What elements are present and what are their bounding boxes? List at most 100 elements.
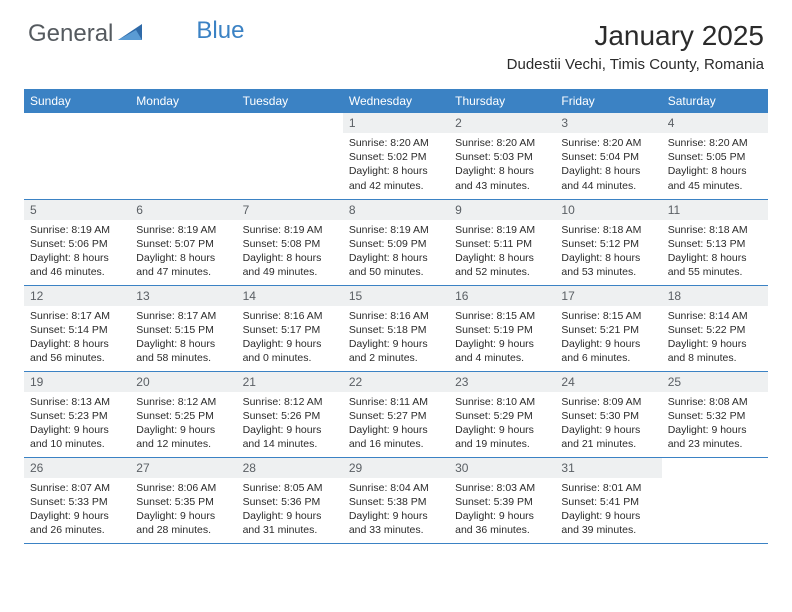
calendar-cell: 13Sunrise: 8:17 AMSunset: 5:15 PMDayligh…	[130, 285, 236, 371]
calendar-cell: 9Sunrise: 8:19 AMSunset: 5:11 PMDaylight…	[449, 199, 555, 285]
day-number: 14	[237, 286, 343, 306]
day-number: 15	[343, 286, 449, 306]
calendar-cell: 24Sunrise: 8:09 AMSunset: 5:30 PMDayligh…	[555, 371, 661, 457]
weekday-thursday: Thursday	[449, 89, 555, 113]
day-detail-line: Sunrise: 8:17 AM	[136, 309, 230, 323]
day-number: 23	[449, 372, 555, 392]
day-detail-line: Daylight: 9 hours	[455, 337, 549, 351]
day-detail-line: Sunrise: 8:10 AM	[455, 395, 549, 409]
day-number: 19	[24, 372, 130, 392]
day-details: Sunrise: 8:04 AMSunset: 5:38 PMDaylight:…	[343, 478, 449, 542]
day-detail-line: and 55 minutes.	[668, 265, 762, 279]
calendar-table: Sunday Monday Tuesday Wednesday Thursday…	[24, 89, 768, 544]
calendar-body: 1Sunrise: 8:20 AMSunset: 5:02 PMDaylight…	[24, 113, 768, 543]
calendar-cell: 15Sunrise: 8:16 AMSunset: 5:18 PMDayligh…	[343, 285, 449, 371]
day-details: Sunrise: 8:20 AMSunset: 5:02 PMDaylight:…	[343, 133, 449, 197]
calendar-cell: 4Sunrise: 8:20 AMSunset: 5:05 PMDaylight…	[662, 113, 768, 199]
day-detail-line: Daylight: 9 hours	[30, 509, 124, 523]
day-detail-line: Sunset: 5:17 PM	[243, 323, 337, 337]
day-detail-line: Sunrise: 8:18 AM	[668, 223, 762, 237]
day-detail-line: and 39 minutes.	[561, 523, 655, 537]
day-detail-line: Sunrise: 8:07 AM	[30, 481, 124, 495]
day-detail-line: Sunset: 5:02 PM	[349, 150, 443, 164]
day-detail-line: Daylight: 9 hours	[136, 509, 230, 523]
day-detail-line: Sunrise: 8:15 AM	[455, 309, 549, 323]
day-number: 30	[449, 458, 555, 478]
day-detail-line: Daylight: 9 hours	[561, 337, 655, 351]
day-detail-line: Sunrise: 8:19 AM	[455, 223, 549, 237]
day-detail-line: and 43 minutes.	[455, 179, 549, 193]
day-detail-line: Sunset: 5:03 PM	[455, 150, 549, 164]
day-detail-line: and 6 minutes.	[561, 351, 655, 365]
day-detail-line: Sunset: 5:05 PM	[668, 150, 762, 164]
day-detail-line: Daylight: 8 hours	[668, 164, 762, 178]
calendar-cell: 18Sunrise: 8:14 AMSunset: 5:22 PMDayligh…	[662, 285, 768, 371]
day-number: 20	[130, 372, 236, 392]
day-detail-line: Daylight: 9 hours	[243, 337, 337, 351]
day-detail-line: Daylight: 8 hours	[349, 251, 443, 265]
day-details: Sunrise: 8:13 AMSunset: 5:23 PMDaylight:…	[24, 392, 130, 456]
day-detail-line: Sunset: 5:25 PM	[136, 409, 230, 423]
day-detail-line: Sunrise: 8:01 AM	[561, 481, 655, 495]
day-detail-line: and 58 minutes.	[136, 351, 230, 365]
day-detail-line: Daylight: 9 hours	[136, 423, 230, 437]
day-details: Sunrise: 8:03 AMSunset: 5:39 PMDaylight:…	[449, 478, 555, 542]
weekday-friday: Friday	[555, 89, 661, 113]
calendar-cell: 31Sunrise: 8:01 AMSunset: 5:41 PMDayligh…	[555, 457, 661, 543]
day-number: 24	[555, 372, 661, 392]
calendar-cell: 2Sunrise: 8:20 AMSunset: 5:03 PMDaylight…	[449, 113, 555, 199]
day-detail-line: Sunset: 5:23 PM	[30, 409, 124, 423]
logo-text-blue: Blue	[196, 17, 244, 45]
day-detail-line: and 44 minutes.	[561, 179, 655, 193]
day-detail-line: and 12 minutes.	[136, 437, 230, 451]
day-details: Sunrise: 8:12 AMSunset: 5:26 PMDaylight:…	[237, 392, 343, 456]
calendar-cell: 22Sunrise: 8:11 AMSunset: 5:27 PMDayligh…	[343, 371, 449, 457]
day-details: Sunrise: 8:07 AMSunset: 5:33 PMDaylight:…	[24, 478, 130, 542]
day-detail-line: Daylight: 8 hours	[561, 164, 655, 178]
day-detail-line: Daylight: 8 hours	[30, 337, 124, 351]
calendar-row: 12Sunrise: 8:17 AMSunset: 5:14 PMDayligh…	[24, 285, 768, 371]
day-number: 31	[555, 458, 661, 478]
day-detail-line: Sunrise: 8:20 AM	[349, 136, 443, 150]
day-detail-line: and 16 minutes.	[349, 437, 443, 451]
day-detail-line: Sunrise: 8:19 AM	[136, 223, 230, 237]
day-details: Sunrise: 8:16 AMSunset: 5:18 PMDaylight:…	[343, 306, 449, 370]
day-detail-line: and 33 minutes.	[349, 523, 443, 537]
day-number: 26	[24, 458, 130, 478]
calendar-cell: 27Sunrise: 8:06 AMSunset: 5:35 PMDayligh…	[130, 457, 236, 543]
day-number: 21	[237, 372, 343, 392]
calendar-cell: 3Sunrise: 8:20 AMSunset: 5:04 PMDaylight…	[555, 113, 661, 199]
day-detail-line: Sunset: 5:41 PM	[561, 495, 655, 509]
day-detail-line: Sunrise: 8:13 AM	[30, 395, 124, 409]
weekday-wednesday: Wednesday	[343, 89, 449, 113]
day-detail-line: Daylight: 8 hours	[455, 251, 549, 265]
day-detail-line: Daylight: 8 hours	[455, 164, 549, 178]
day-detail-line: Sunset: 5:21 PM	[561, 323, 655, 337]
day-detail-line: Sunset: 5:32 PM	[668, 409, 762, 423]
calendar-cell	[237, 113, 343, 199]
calendar-row: 19Sunrise: 8:13 AMSunset: 5:23 PMDayligh…	[24, 371, 768, 457]
day-detail-line: Sunset: 5:11 PM	[455, 237, 549, 251]
day-number: 11	[662, 200, 768, 220]
weekday-saturday: Saturday	[662, 89, 768, 113]
calendar-cell: 5Sunrise: 8:19 AMSunset: 5:06 PMDaylight…	[24, 199, 130, 285]
calendar-cell: 17Sunrise: 8:15 AMSunset: 5:21 PMDayligh…	[555, 285, 661, 371]
day-detail-line: Daylight: 8 hours	[349, 164, 443, 178]
calendar-row: 5Sunrise: 8:19 AMSunset: 5:06 PMDaylight…	[24, 199, 768, 285]
day-number	[130, 113, 236, 119]
day-detail-line: Sunset: 5:09 PM	[349, 237, 443, 251]
day-number	[662, 458, 768, 464]
day-detail-line: and 26 minutes.	[30, 523, 124, 537]
day-detail-line: and 49 minutes.	[243, 265, 337, 279]
day-details: Sunrise: 8:14 AMSunset: 5:22 PMDaylight:…	[662, 306, 768, 370]
day-detail-line: and 10 minutes.	[30, 437, 124, 451]
calendar-cell: 29Sunrise: 8:04 AMSunset: 5:38 PMDayligh…	[343, 457, 449, 543]
calendar-cell: 6Sunrise: 8:19 AMSunset: 5:07 PMDaylight…	[130, 199, 236, 285]
calendar-cell: 30Sunrise: 8:03 AMSunset: 5:39 PMDayligh…	[449, 457, 555, 543]
day-detail-line: Daylight: 8 hours	[561, 251, 655, 265]
day-detail-line: Sunrise: 8:20 AM	[561, 136, 655, 150]
day-detail-line: and 56 minutes.	[30, 351, 124, 365]
page-header: General Blue January 2025 Dudestii Vechi…	[0, 0, 792, 81]
calendar-cell	[662, 457, 768, 543]
day-details: Sunrise: 8:06 AMSunset: 5:35 PMDaylight:…	[130, 478, 236, 542]
